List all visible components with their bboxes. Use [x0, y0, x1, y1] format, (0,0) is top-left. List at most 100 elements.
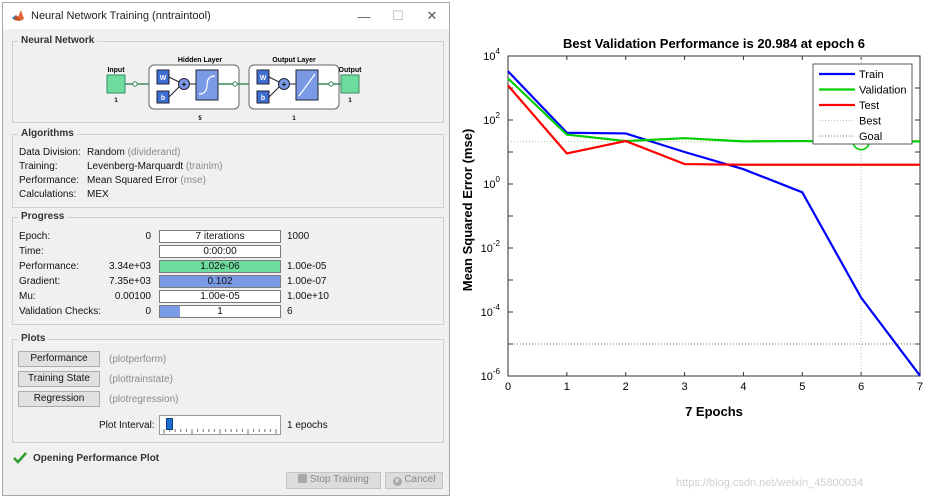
output-layer-size: 1: [292, 116, 296, 122]
purelin-line-icon: [298, 73, 316, 97]
progress-epoch-end: 1000: [287, 231, 310, 242]
performance-chart: Best Validation Performance is 20.984 at…: [460, 36, 923, 419]
progress-epoch-bar: 7 iterations: [159, 230, 281, 243]
x-axis-label: 7 Epochs: [685, 404, 743, 419]
plot-interval-label: Plot Interval:: [99, 420, 155, 431]
y-tick-exponent: 0: [496, 175, 501, 184]
plot-training-state-func: (plottrainstate): [109, 374, 173, 385]
y-tick-exponent: -2: [493, 239, 501, 248]
y-tick-label: 10-6: [481, 367, 501, 383]
progress-gradient-value: 0.102: [207, 276, 233, 287]
x-tick-label: 4: [740, 381, 746, 393]
progress-epoch-start: 0: [145, 231, 151, 242]
y-tick-label: 104: [483, 47, 500, 63]
plot-performance-button[interactable]: Performance: [18, 351, 100, 367]
plots-title: Plots: [18, 333, 49, 344]
input-node: [132, 81, 138, 87]
progress-mu-value: 1.00e-05: [200, 291, 240, 302]
output-b-to-sum: [268, 86, 280, 98]
legend-validation-label: Validation: [859, 85, 907, 97]
progress-epoch-label: Epoch:: [19, 231, 51, 242]
minimize-icon[interactable]: —: [357, 8, 371, 24]
progress-group: Progress Epoch: 0 7 iterations 1000 Time: 0:0…: [12, 211, 444, 325]
y-tick-label: 10-4: [481, 303, 501, 319]
legend-best-label: Best: [859, 116, 881, 128]
maximize-icon[interactable]: ☐: [392, 8, 404, 23]
progress-performance-end: 1.00e-05: [287, 261, 327, 272]
neural-network-group: Neural Network Input 1 Hidden Layer W b …: [12, 35, 444, 123]
legend-train-label: Train: [859, 69, 884, 81]
x-tick-label: 2: [623, 381, 629, 393]
slider-ticks: [163, 429, 277, 434]
cancel-icon: ✕: [392, 477, 402, 486]
progress-mu-start: 0.00100: [114, 291, 151, 302]
progress-validation-checks-bar: 1: [159, 305, 281, 318]
close-icon[interactable]: ✕: [426, 8, 438, 23]
plots-group: Plots Performance (plotperform) Training…: [12, 333, 444, 443]
slider-thumb[interactable]: [166, 418, 174, 430]
progress-validation-checks-label: Validation Checks:: [19, 306, 102, 317]
plot-layer: 0 1 2 3 4 5 6 710410210010-210-410-6TrainValida…: [481, 47, 923, 393]
plot-regression-button[interactable]: Regression: [18, 391, 100, 407]
progress-mu-label: Mu:: [19, 291, 36, 302]
chart-title: Best Validation Performance is 20.984 at…: [563, 36, 865, 51]
plot-interval-value: 1 epochs: [287, 420, 328, 431]
y-tick-label: 102: [483, 111, 500, 127]
algorithms-group: Algorithms Data Division: Random (divider…: [12, 128, 444, 208]
legend-test-label: Test: [859, 100, 879, 112]
hidden-layer-label: Hidden Layer: [178, 57, 223, 64]
output-sum-label: +: [282, 80, 287, 89]
plot-interval-slider[interactable]: [159, 415, 281, 435]
x-tick-label: 6: [858, 381, 864, 393]
y-tick-base: 10: [483, 51, 495, 63]
progress-mu-bar: 1.00e-05: [159, 290, 281, 303]
hidden-size: 5: [198, 116, 202, 122]
input-size: 1: [114, 98, 118, 104]
stop-training-button[interactable]: Stop Training: [286, 472, 381, 489]
algorithm-row-calculations: Calculations: MEX: [19, 189, 109, 200]
plot-training-state-button[interactable]: Training State: [18, 371, 100, 387]
train-line: [507, 70, 921, 377]
output-layer-label: Output Layer: [272, 57, 316, 64]
output-node: [328, 81, 334, 87]
status-text: Opening Performance Plot: [33, 453, 160, 464]
progress-gradient-fill: [160, 276, 280, 287]
window-titlebar: Neural Network Training (nntraintool) — …: [3, 3, 449, 29]
progress-epoch-fill: [160, 231, 161, 242]
y-tick-base: 10: [481, 243, 493, 255]
output-block: [340, 74, 360, 94]
y-axis-label: Mean Squared Error (mse): [460, 129, 475, 292]
hidden-bias-label: b: [161, 95, 165, 102]
x-tick-label: 0: [505, 381, 511, 393]
progress-title: Progress: [18, 211, 68, 222]
progress-gradient-label: Gradient:: [19, 276, 61, 287]
progress-performance-bar: 1.02e-06: [159, 260, 281, 273]
output-weight-label: W: [260, 75, 267, 82]
y-tick-base: 10: [481, 371, 493, 383]
y-tick-base: 10: [481, 307, 493, 319]
network-diagram: Input 1 Hidden Layer W b + 5 Output Laye…: [106, 57, 362, 122]
progress-validation-checks-fill: [160, 306, 181, 317]
y-tick-exponent: -4: [493, 303, 501, 312]
progress-validation-checks-start: 0: [145, 306, 151, 317]
output-bias-label: b: [261, 95, 265, 102]
watermark: https://blog.csdn.net/weixin_45800034: [676, 477, 864, 489]
progress-gradient-start: 7.35e+03: [109, 276, 151, 287]
hidden-weight-label: W: [160, 75, 167, 82]
progress-gradient-end: 1.00e-07: [287, 276, 327, 287]
y-tick-exponent: -6: [493, 367, 501, 376]
plot-regression-func: (plotregression): [109, 394, 179, 405]
tansig-curve-icon: [198, 75, 216, 95]
y-tick-exponent: 4: [496, 47, 501, 56]
algorithms-title: Algorithms: [18, 128, 77, 139]
algorithm-row-training: Training: Levenberg-Marquardt (trainlm): [19, 161, 223, 172]
hidden-node: [232, 81, 238, 87]
hidden-w-to-sum: [168, 76, 180, 83]
progress-time-bar: 0:00:00: [159, 245, 281, 258]
progress-mu-end: 1.00e+10: [287, 291, 329, 302]
hidden-sum-label: +: [182, 80, 187, 89]
cancel-button[interactable]: ✕ Cancel: [385, 472, 443, 489]
progress-performance-start: 3.34e+03: [109, 261, 151, 272]
progress-time-value: 0:00:00: [203, 246, 237, 257]
progress-time-label: Time:: [19, 246, 44, 257]
